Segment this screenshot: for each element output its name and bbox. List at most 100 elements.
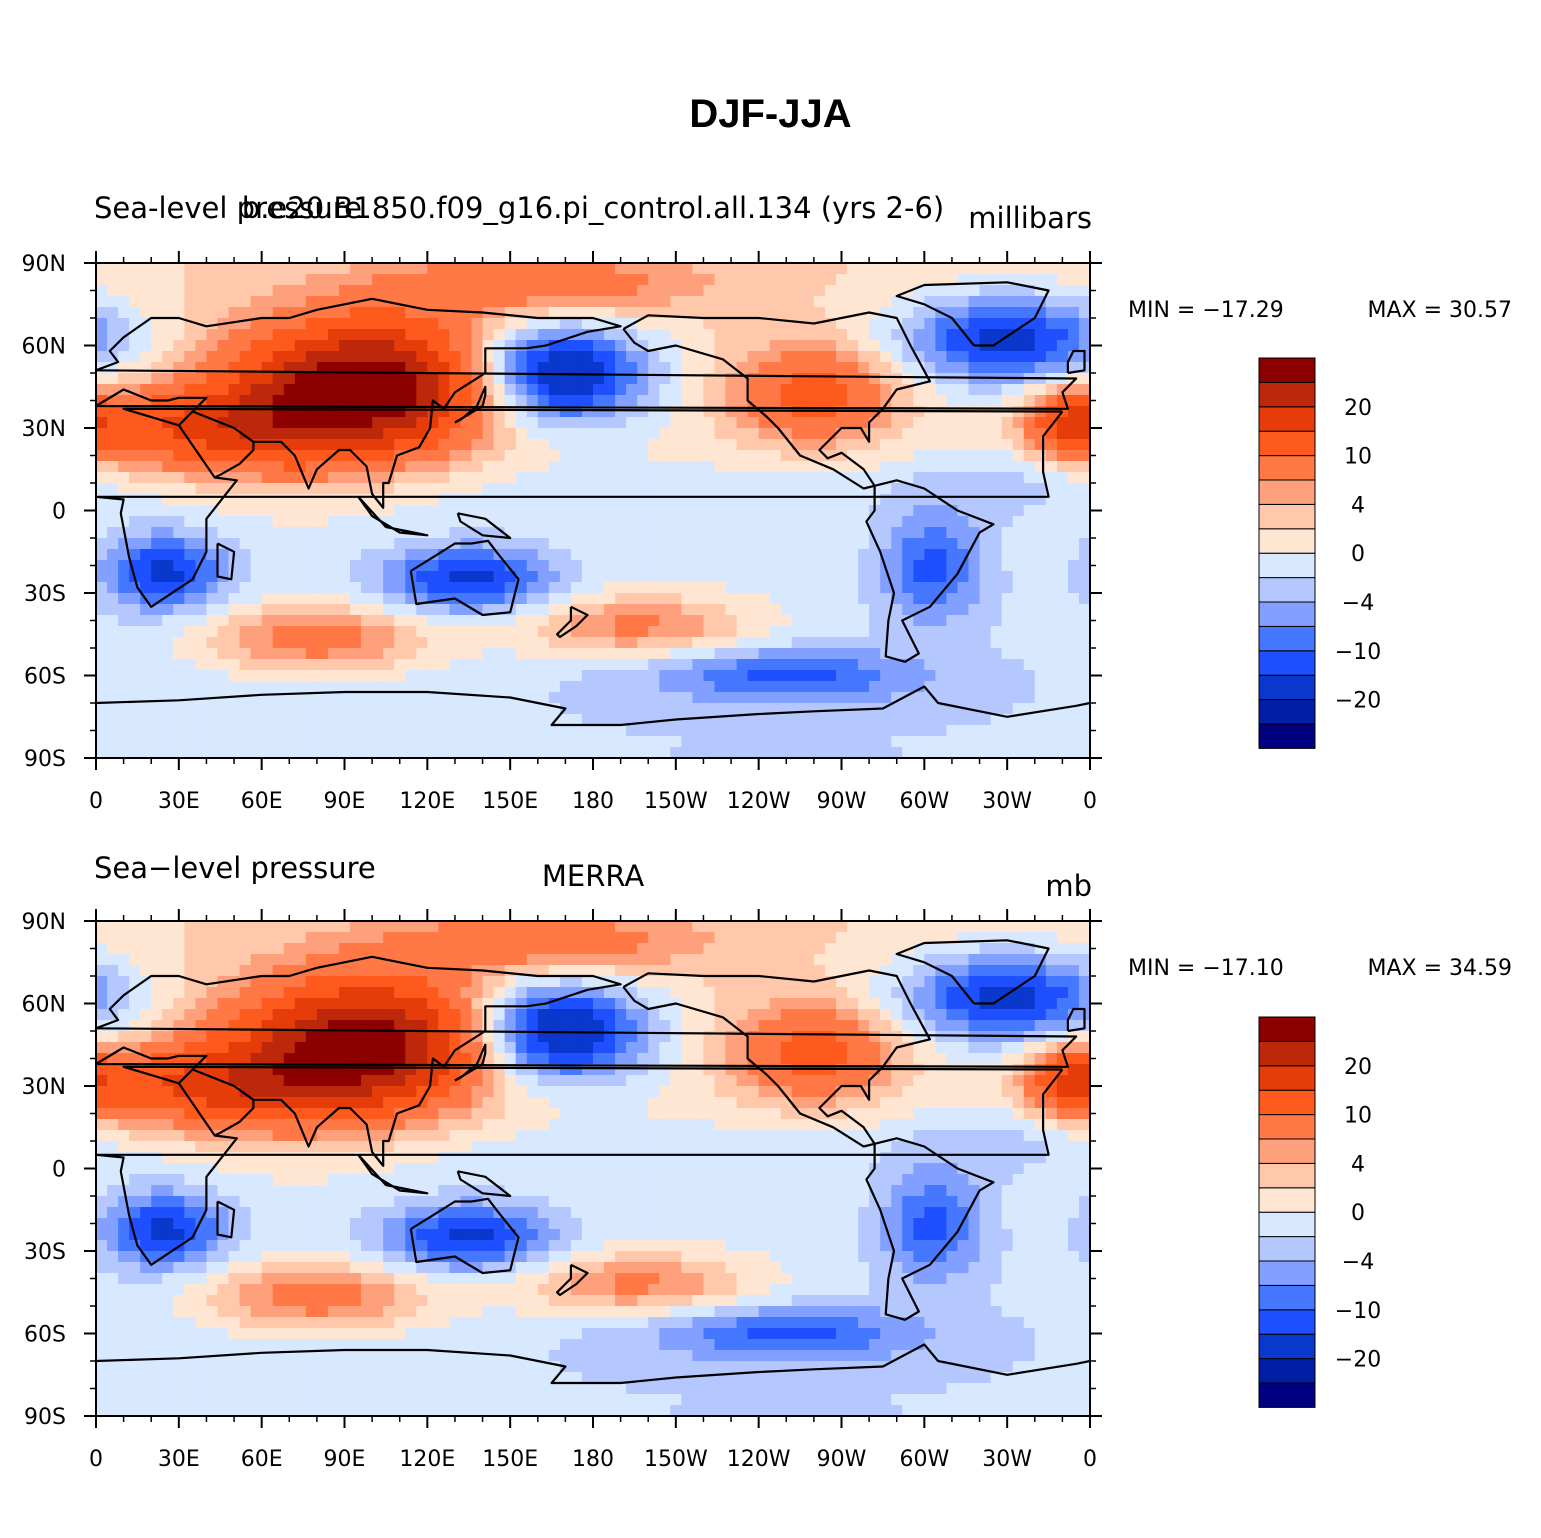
contour-cell — [714, 472, 727, 484]
contour-cell — [615, 494, 627, 506]
contour-cell — [151, 483, 163, 495]
contour-cell — [1056, 670, 1069, 682]
contour-cell — [1012, 736, 1025, 748]
contour-cell — [515, 538, 528, 550]
contour-cell — [703, 736, 716, 748]
contour-cell — [316, 538, 329, 550]
contour-cell — [791, 736, 804, 748]
contour-cell — [990, 516, 1003, 528]
contour-cell — [548, 921, 561, 933]
contour-cell — [769, 450, 782, 462]
contour-cell — [350, 483, 362, 495]
contour-cell — [438, 943, 451, 955]
contour-cell — [162, 318, 174, 330]
contour-cell — [570, 351, 583, 363]
contour-cell — [714, 318, 727, 330]
contour-cell — [350, 582, 362, 594]
contour-cell — [670, 362, 682, 374]
contour-cell — [184, 626, 196, 638]
contour-cell — [471, 736, 484, 748]
contour-cell — [449, 692, 462, 704]
contour-cell — [593, 560, 605, 572]
contour-cell — [460, 747, 473, 759]
contour-cell — [626, 274, 638, 286]
contour-cell — [615, 417, 627, 429]
contour-cell — [195, 373, 208, 385]
contour-cell — [670, 692, 682, 704]
contour-cell — [206, 571, 219, 583]
contour-cell — [824, 637, 837, 649]
contour-cell — [228, 987, 241, 999]
contour-cell — [559, 659, 572, 671]
contour-cell — [593, 461, 605, 473]
contour-cell — [350, 998, 362, 1010]
contour-cell — [891, 296, 903, 308]
contour-cell — [305, 965, 318, 977]
contour-cell — [118, 998, 130, 1010]
contour-cell — [681, 406, 693, 418]
contour-cell — [228, 615, 241, 627]
contour-cell — [305, 736, 318, 748]
contour-cell — [206, 659, 219, 671]
contour-cell — [504, 626, 517, 638]
contour-cell — [869, 450, 881, 462]
contour-cell — [1045, 395, 1058, 407]
contour-cell — [1012, 274, 1025, 286]
contour-cell — [869, 921, 881, 933]
contour-cell — [858, 439, 870, 451]
contour-cell — [968, 439, 981, 451]
contour-cell — [813, 954, 826, 966]
contour-cell — [526, 505, 539, 517]
contour-cell — [946, 659, 959, 671]
colorbar-box — [1258, 699, 1316, 725]
contour-cell — [96, 582, 108, 594]
contour-cell — [493, 395, 506, 407]
contour-cell — [239, 307, 252, 319]
contour-cell — [305, 648, 318, 660]
contour-cell — [990, 987, 1003, 999]
contour-cell — [184, 307, 196, 319]
contour-cell — [1012, 472, 1025, 484]
contour-cell — [184, 571, 196, 583]
contour-cell — [935, 615, 948, 627]
contour-cell — [1078, 571, 1091, 583]
contour-cell — [438, 736, 451, 748]
contour-cell — [604, 472, 616, 484]
contour-cell — [151, 965, 163, 977]
contour-cell — [979, 428, 992, 440]
contour-cell — [1078, 659, 1091, 671]
contour-cell — [968, 604, 981, 616]
contour-cell — [725, 637, 738, 649]
contour-cell — [747, 450, 760, 462]
contour-cell — [361, 340, 373, 352]
contour-cell — [206, 593, 219, 605]
contour-cell — [913, 976, 925, 988]
contour-cell — [813, 373, 826, 385]
contour-cell — [316, 439, 329, 451]
contour-cell — [195, 527, 208, 539]
contour-cell — [228, 932, 241, 944]
contour-cell — [283, 943, 296, 955]
contour-cell — [250, 714, 263, 726]
y-tick-label: 90N — [22, 252, 66, 277]
contour-cell — [747, 954, 760, 966]
contour-cell — [361, 747, 373, 759]
contour-cell — [648, 714, 660, 726]
contour-cell — [515, 681, 528, 693]
contour-cell — [118, 505, 130, 517]
contour-cell — [725, 736, 738, 748]
contour-cell — [471, 516, 484, 528]
contour-cell — [659, 965, 671, 977]
contour-cell — [129, 329, 141, 341]
contour-cell — [548, 670, 561, 682]
contour-cell — [261, 681, 274, 693]
contour-cell — [1012, 560, 1025, 572]
contour-cell — [1045, 263, 1058, 275]
contour-cell — [460, 296, 473, 308]
contour-cell — [1012, 450, 1025, 462]
contour-cell — [648, 637, 660, 649]
contour-cell — [239, 285, 252, 297]
contour-cell — [239, 527, 252, 539]
contour-cell — [493, 681, 506, 693]
contour-cell — [559, 527, 572, 539]
